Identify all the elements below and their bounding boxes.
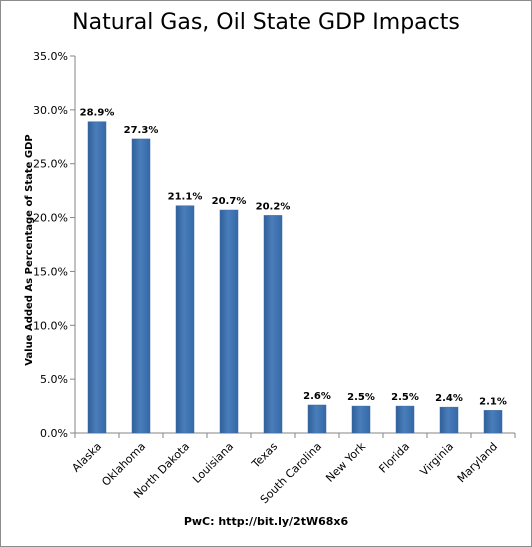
- bar: [87, 121, 107, 434]
- bars: [87, 121, 503, 434]
- category-label: Maryland: [455, 440, 500, 485]
- data-label: 20.7%: [212, 196, 247, 207]
- bar: [131, 138, 151, 434]
- bar: [439, 406, 459, 434]
- source-note: PwC: http://bit.ly/2tW68x6: [183, 515, 349, 528]
- bar: [175, 205, 195, 434]
- category-label: Florida: [376, 440, 412, 476]
- data-labels: 28.9% 27.3% 21.1% 20.7% 20.2% 2.6% 2.5% 2.5% 2.4…: [80, 108, 507, 408]
- y-tick-label: 20.0%: [33, 212, 68, 225]
- data-label: 2.4%: [435, 393, 463, 404]
- category-label: New York: [323, 439, 368, 484]
- y-tick-label: 10.0%: [33, 319, 68, 332]
- y-tick-label: 25.0%: [33, 158, 68, 171]
- y-tick-label: 0.0%: [40, 427, 68, 440]
- bar: [307, 404, 327, 434]
- category-label: Alaska: [69, 440, 104, 475]
- data-label: 28.9%: [80, 108, 115, 119]
- y-tick-label: 15.0%: [33, 265, 68, 278]
- y-tick-label: 5.0%: [40, 373, 68, 386]
- data-label: 2.5%: [347, 392, 375, 403]
- data-label: 2.5%: [391, 392, 419, 403]
- chart-title: Natural Gas, Oil State GDP Impacts: [72, 10, 460, 35]
- data-label: 27.3%: [124, 125, 159, 136]
- y-tick-label: 30.0%: [33, 104, 68, 117]
- bar: [351, 405, 371, 434]
- bar: [395, 405, 415, 434]
- data-label: 21.1%: [168, 192, 203, 203]
- bar: [219, 209, 239, 434]
- y-tick-label: 35.0%: [33, 50, 68, 63]
- category-label: Texas: [249, 440, 281, 472]
- category-label: Virginia: [418, 440, 457, 479]
- bar: [263, 215, 283, 434]
- bar: [483, 410, 503, 434]
- category-label: Louisiana: [190, 440, 236, 486]
- data-label: 20.2%: [256, 201, 291, 212]
- data-label: 2.1%: [479, 396, 507, 407]
- data-label: 2.6%: [303, 391, 331, 402]
